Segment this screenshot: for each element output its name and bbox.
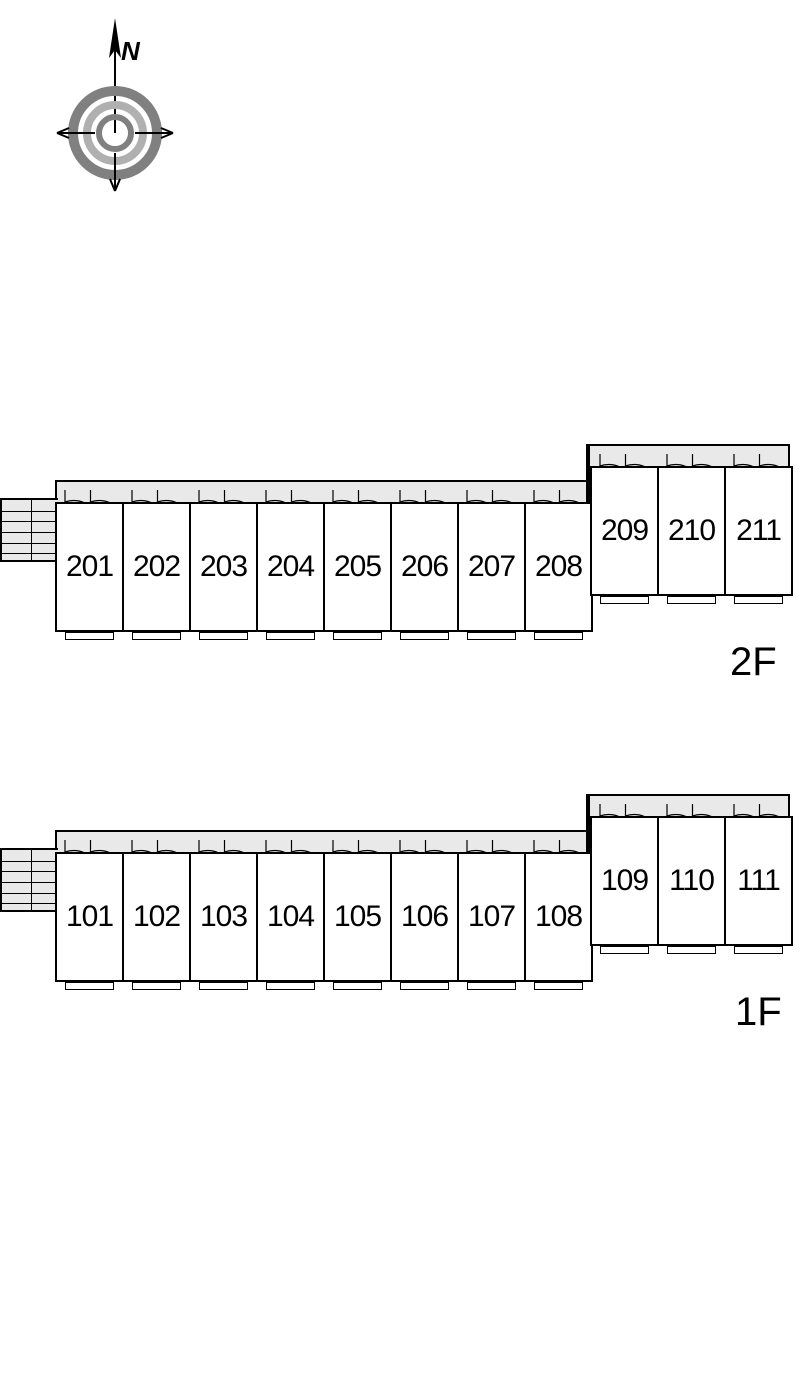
unit-label: 204	[267, 550, 314, 584]
balcony	[600, 946, 649, 954]
unit-label: 211	[736, 514, 781, 548]
unit-label: 104	[267, 900, 314, 934]
unit-label: 203	[200, 550, 247, 584]
unit-110: 110	[657, 816, 726, 946]
unit-label: 108	[535, 900, 582, 934]
balcony	[467, 982, 516, 990]
unit-206: 206	[390, 502, 459, 632]
unit-label: 209	[601, 514, 648, 548]
balcony	[132, 632, 181, 640]
floor-plan-canvas: N2012022032042052062072082092102112F1011…	[0, 0, 800, 1373]
floor-2F: 201 202 203 204 205 206 207 208 209 210 211 2F	[0, 430, 800, 690]
unit-203: 203	[189, 502, 258, 632]
stairs-icon	[0, 848, 58, 912]
unit-label: 206	[401, 550, 448, 584]
balcony	[333, 632, 382, 640]
unit-208: 208	[524, 502, 593, 632]
svg-text:N: N	[121, 36, 141, 66]
unit-108: 108	[524, 852, 593, 982]
balcony	[534, 982, 583, 990]
unit-label: 202	[133, 550, 180, 584]
balcony	[199, 632, 248, 640]
unit-label: 208	[535, 550, 582, 584]
stairs-icon	[0, 498, 58, 562]
unit-label: 207	[468, 550, 515, 584]
corridor	[55, 830, 588, 854]
unit-label: 103	[200, 900, 247, 934]
corridor	[586, 794, 790, 818]
unit-label: 105	[334, 900, 381, 934]
balcony	[667, 596, 716, 604]
balcony	[333, 982, 382, 990]
unit-label: 101	[66, 900, 113, 934]
balcony	[65, 632, 114, 640]
unit-205: 205	[323, 502, 392, 632]
corridor	[55, 480, 588, 504]
unit-210: 210	[657, 466, 726, 596]
unit-label: 201	[66, 550, 113, 584]
unit-label: 109	[601, 864, 648, 898]
balcony	[199, 982, 248, 990]
unit-104: 104	[256, 852, 325, 982]
balcony	[600, 596, 649, 604]
balcony	[65, 982, 114, 990]
balcony	[667, 946, 716, 954]
unit-105: 105	[323, 852, 392, 982]
unit-111: 111	[724, 816, 793, 946]
unit-label: 110	[669, 864, 714, 898]
unit-103: 103	[189, 852, 258, 982]
unit-109: 109	[590, 816, 659, 946]
balcony	[132, 982, 181, 990]
unit-label: 107	[468, 900, 515, 934]
unit-label: 210	[668, 514, 715, 548]
unit-label: 111	[737, 864, 780, 898]
unit-107: 107	[457, 852, 526, 982]
unit-202: 202	[122, 502, 191, 632]
floor-label: 1F	[735, 990, 782, 1035]
unit-209: 209	[590, 466, 659, 596]
unit-201: 201	[55, 502, 124, 632]
unit-label: 106	[401, 900, 448, 934]
unit-207: 207	[457, 502, 526, 632]
floor-1F: 101 102 103 104 105 106 107 108 109 110 111 1F	[0, 780, 800, 1040]
balcony	[734, 946, 783, 954]
corridor	[586, 444, 790, 468]
balcony	[400, 632, 449, 640]
unit-102: 102	[122, 852, 191, 982]
balcony	[734, 596, 783, 604]
balcony	[266, 982, 315, 990]
unit-label: 205	[334, 550, 381, 584]
compass-icon: N	[40, 18, 190, 228]
unit-106: 106	[390, 852, 459, 982]
unit-204: 204	[256, 502, 325, 632]
balcony	[400, 982, 449, 990]
floor-label: 2F	[730, 640, 777, 685]
balcony	[534, 632, 583, 640]
balcony	[266, 632, 315, 640]
unit-211: 211	[724, 466, 793, 596]
unit-label: 102	[133, 900, 180, 934]
balcony	[467, 632, 516, 640]
unit-101: 101	[55, 852, 124, 982]
